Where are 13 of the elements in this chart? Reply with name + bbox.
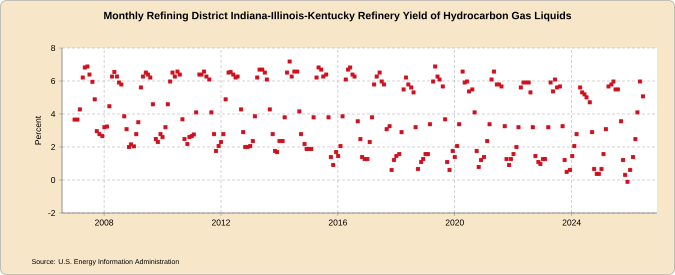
y-tick-label: 2	[51, 144, 56, 150]
y-tick-label: -2	[48, 210, 56, 216]
x-tick-label: 2020	[446, 220, 464, 226]
y-tick-label: 6	[51, 78, 56, 84]
x-tick-label: 2016	[328, 220, 347, 226]
y-tick-label: 4	[50, 111, 56, 117]
x-tick-label: 2024	[562, 220, 581, 226]
x-tick-label: 2012	[212, 220, 230, 226]
chart-title: Monthly Refining District Indiana-Illinois-Kentucky Refinery Yield of Hydrocarbon Gas Liquids	[104, 12, 572, 22]
x-tick-label: 2008	[95, 220, 114, 226]
y-tick-label: 8	[51, 44, 56, 52]
y-axis-title: Percent	[35, 116, 42, 144]
y-tick-label: 0	[51, 176, 56, 183]
